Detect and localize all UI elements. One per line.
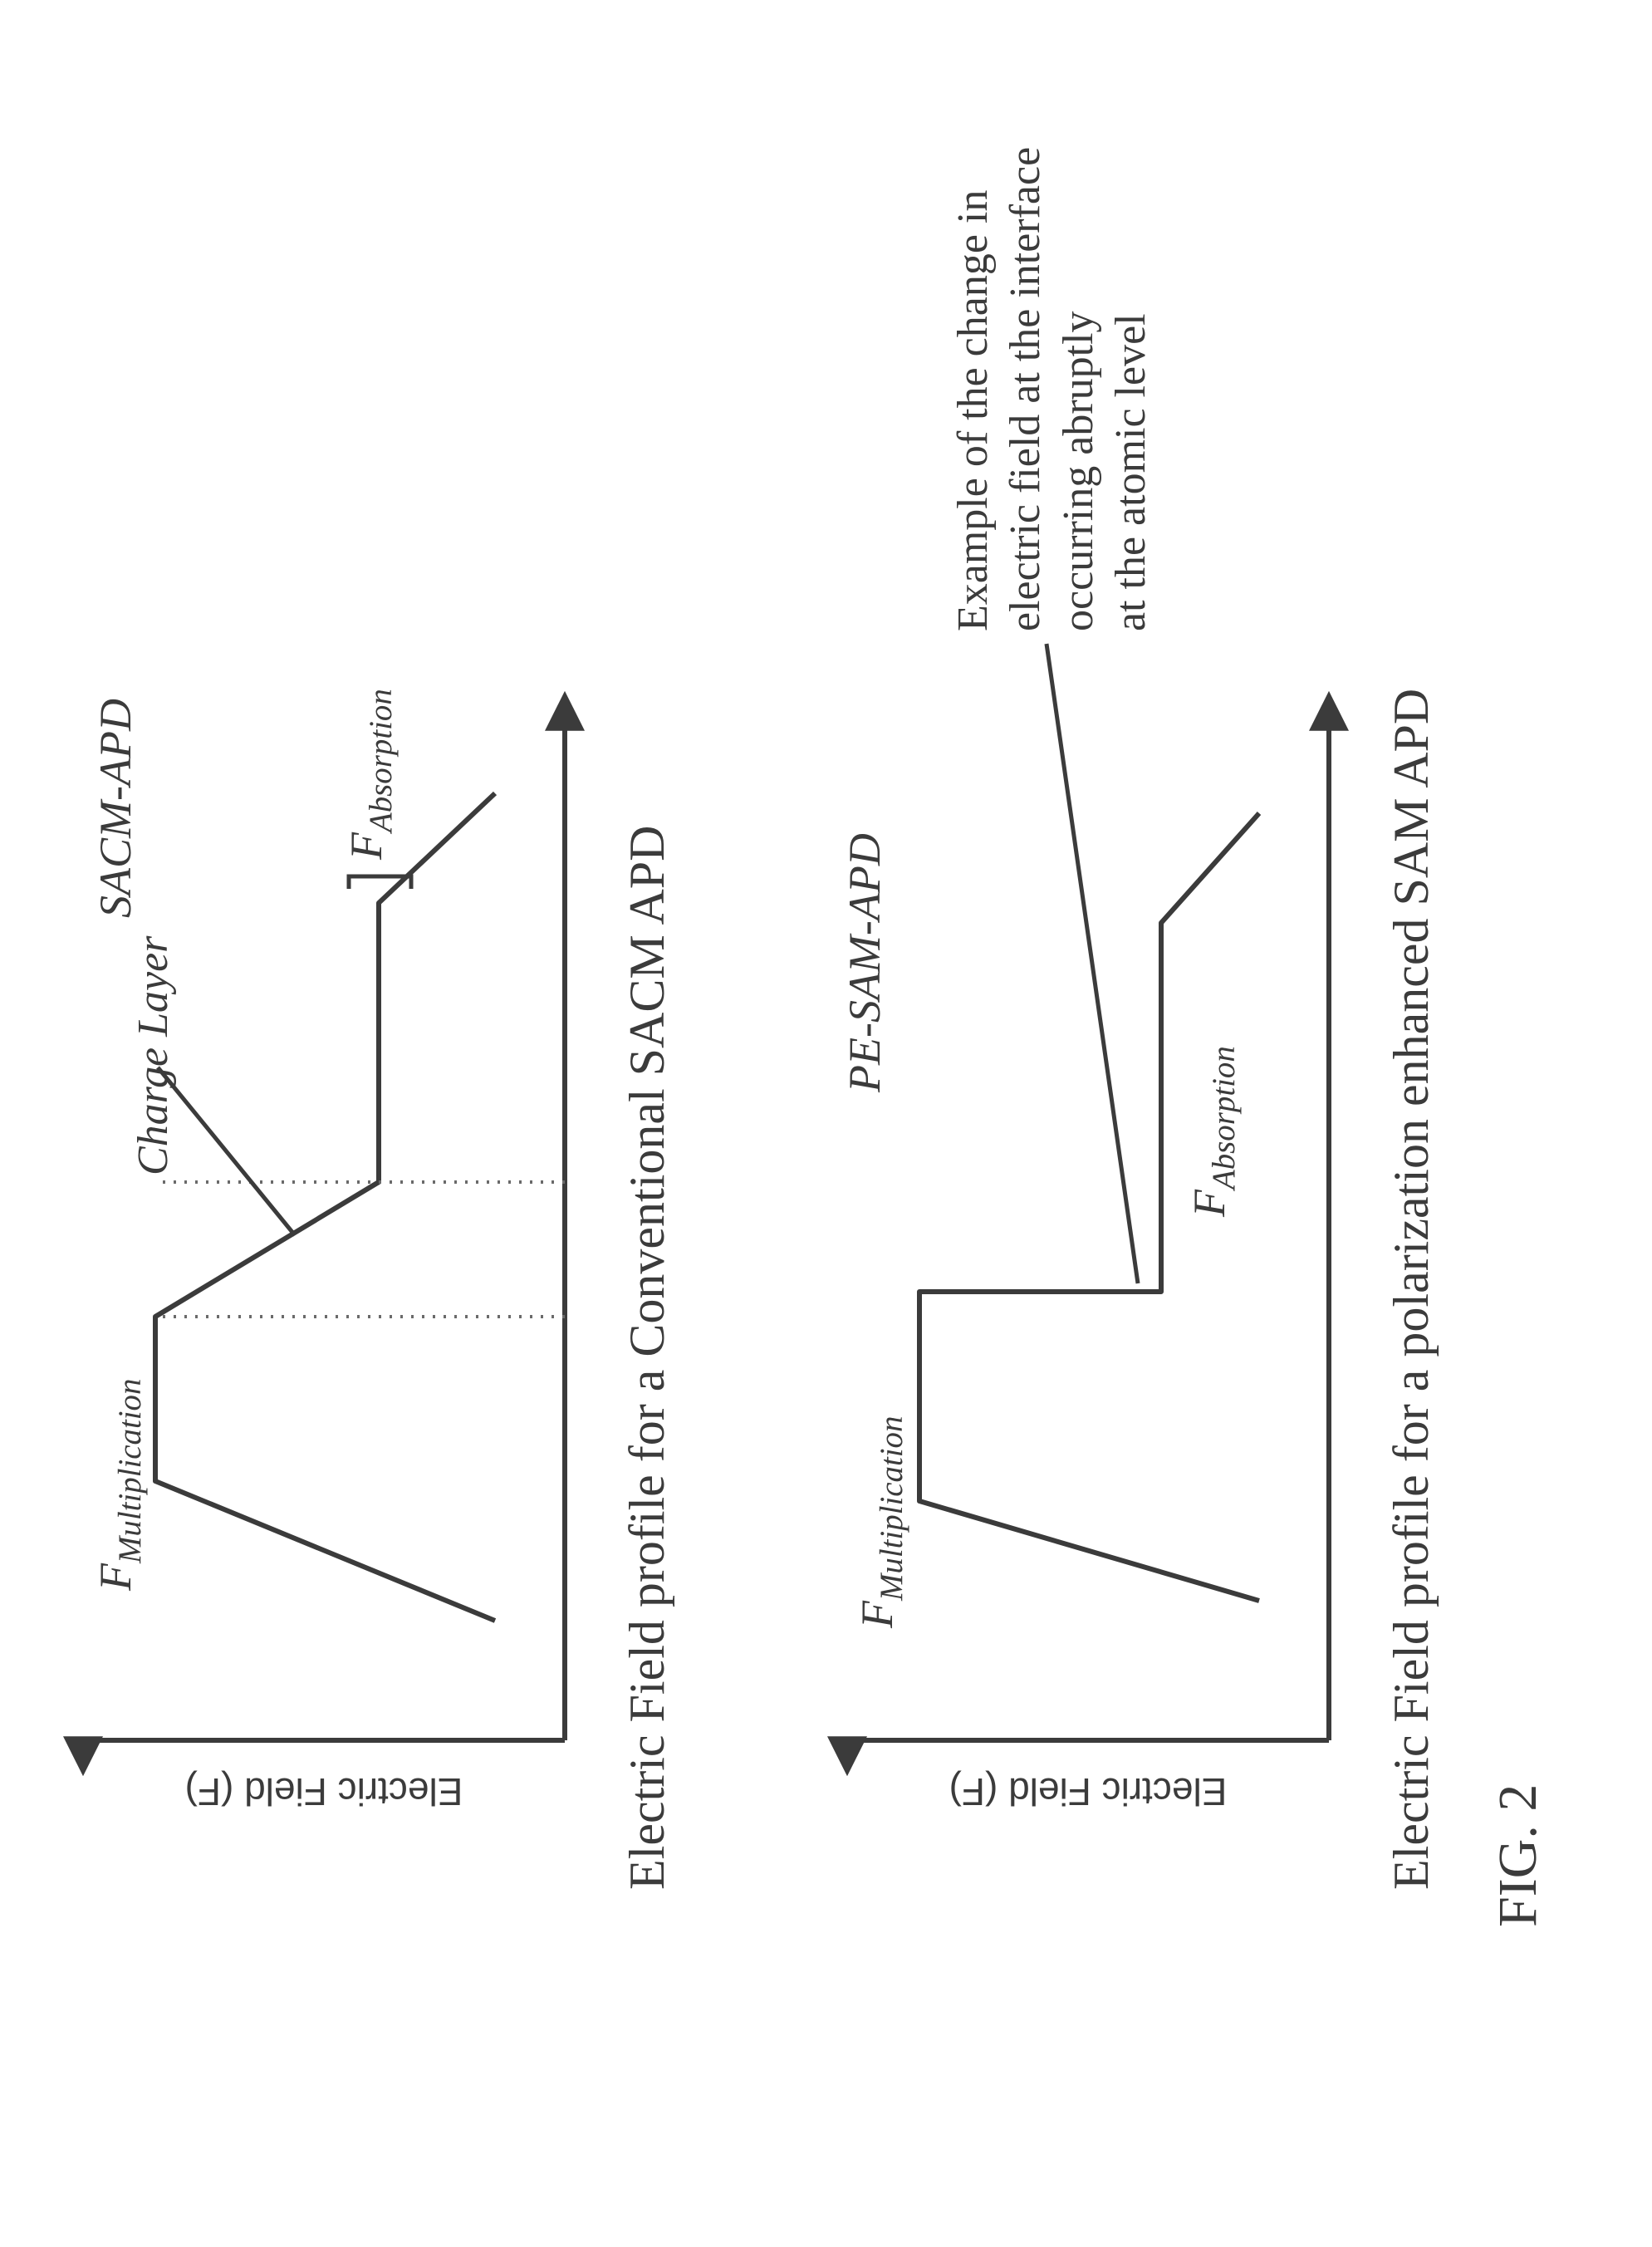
note-line: at the atomic level [1105,147,1157,631]
f-absorption-label-bottom: FAbsorption [1184,1046,1243,1217]
note-line: Example of the change in [947,147,999,631]
caption-bottom: Electric Field profile for a polarizatio… [1383,689,1440,1890]
note-line: occurring abruptly [1052,147,1105,631]
interface-note: Example of the change in electric field … [947,147,1158,631]
f-multiplication-label-bottom: FMultiplication [851,1416,910,1628]
note-leader-line [1047,644,1138,1283]
f-multiplication-label-top: FMultiplication [90,1379,149,1591]
caption-top: Electric Field profile for a Conventiona… [619,826,676,1890]
y-axis-label-bottom: Electric Field (F) [949,1769,1228,1814]
field-profile-line [155,793,495,1621]
figure-label: FIG. 2 [1487,1784,1550,1927]
y-axis-label-top: Electric Field (F) [185,1769,463,1814]
note-line: electric field at the interface [999,147,1051,631]
charge-layer-leader-line [158,1067,295,1235]
panel-title-sacm-apd: SACM-APD [90,699,141,918]
panel-title-pe-sam-apd: PE-SAM-APD [839,833,890,1092]
sacm-apd-profile-chart [0,0,831,2247]
f-absorption-label-top: FAbsorption [341,689,400,860]
charge-layer-label: Charge Layer [129,936,178,1175]
